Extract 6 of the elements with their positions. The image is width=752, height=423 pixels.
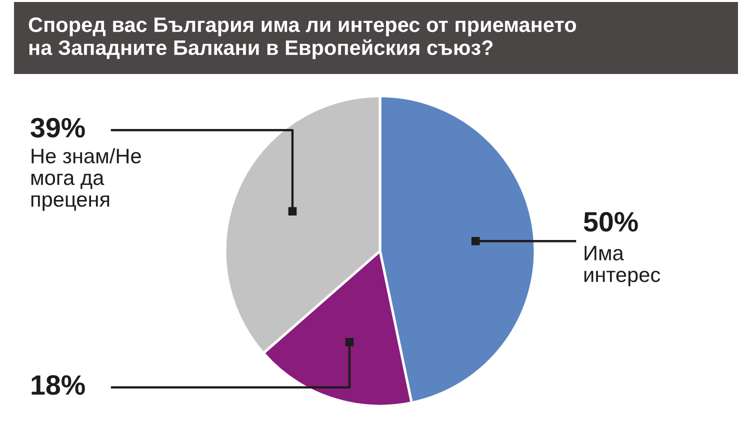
slice-label: Има интерес — [584, 246, 660, 286]
slice-label: Не знам/Не мога да преценя — [31, 148, 141, 211]
data-label: 39% — [30, 118, 85, 138]
data-label: 18% — [32, 375, 85, 395]
chart-title: Според вас България има ли интерес от приемането на Западните Балкани в Европейския съюз? — [28, 17, 576, 60]
data-label: 50% — [584, 212, 638, 232]
